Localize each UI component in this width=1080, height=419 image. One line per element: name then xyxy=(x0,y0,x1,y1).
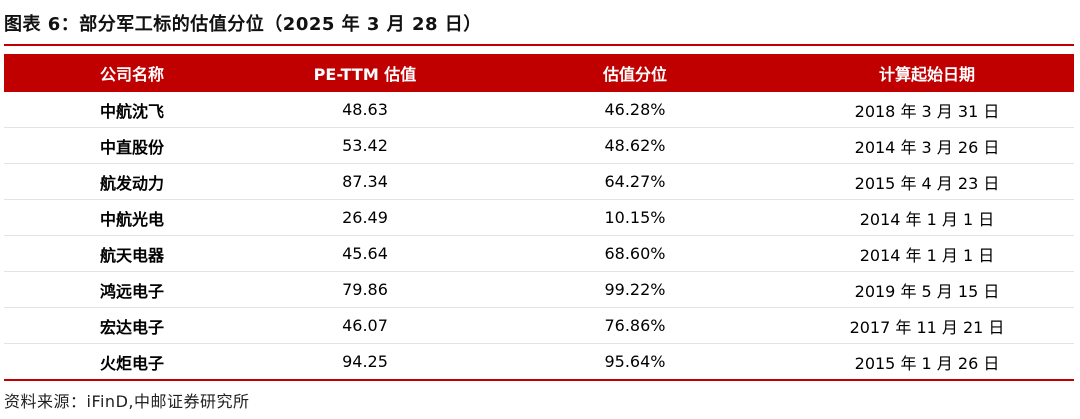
start-date: 2018 年 3 月 31 日 xyxy=(780,92,1074,128)
company-name: 宏达电子 xyxy=(4,307,240,344)
table-row: 中航光电 26.49 10.15% 2014 年 1 月 1 日 xyxy=(4,199,1074,236)
percentile-value: 10.15% xyxy=(490,199,780,236)
percentile-value: 76.86% xyxy=(490,307,780,344)
header-start-date: 计算起始日期 xyxy=(780,54,1074,92)
pe-ttm-value: 94.25 xyxy=(240,343,490,381)
start-date: 2019 年 5 月 15 日 xyxy=(780,271,1074,308)
table-row: 鸿远电子 79.86 99.22% 2019 年 5 月 15 日 xyxy=(4,271,1074,308)
start-date: 2015 年 4 月 23 日 xyxy=(780,163,1074,200)
table-header-row: 公司名称 PE-TTM 估值 估值分位 计算起始日期 xyxy=(4,54,1074,92)
table-row: 宏达电子 46.07 76.86% 2017 年 11 月 21 日 xyxy=(4,307,1074,344)
pe-ttm-value: 87.34 xyxy=(240,163,490,200)
pe-ttm-value: 45.64 xyxy=(240,235,490,272)
start-date: 2017 年 11 月 21 日 xyxy=(780,307,1074,344)
company-name: 中航光电 xyxy=(4,199,240,236)
figure-title: 图表 6：部分军工标的估值分位（2025 年 3 月 28 日） xyxy=(4,14,482,35)
percentile-value: 99.22% xyxy=(490,271,780,308)
title-divider xyxy=(4,44,1074,46)
table-row: 中直股份 53.42 48.62% 2014 年 3 月 26 日 xyxy=(4,127,1074,164)
company-name: 中直股份 xyxy=(4,127,240,164)
pe-ttm-value: 53.42 xyxy=(240,127,490,164)
pe-ttm-value: 79.86 xyxy=(240,271,490,308)
table-row: 航发动力 87.34 64.27% 2015 年 4 月 23 日 xyxy=(4,163,1074,200)
start-date: 2014 年 1 月 1 日 xyxy=(780,235,1074,272)
valuation-table: 公司名称 PE-TTM 估值 估值分位 计算起始日期 中航沈飞 48.63 46… xyxy=(4,54,1074,381)
table-row: 中航沈飞 48.63 46.28% 2018 年 3 月 31 日 xyxy=(4,92,1074,128)
company-name: 中航沈飞 xyxy=(4,92,240,128)
company-name: 鸿远电子 xyxy=(4,271,240,308)
start-date: 2014 年 3 月 26 日 xyxy=(780,127,1074,164)
start-date: 2015 年 1 月 26 日 xyxy=(780,343,1074,381)
table-row: 航天电器 45.64 68.60% 2014 年 1 月 1 日 xyxy=(4,235,1074,272)
company-name: 火炬电子 xyxy=(4,343,240,381)
table-row: 火炬电子 94.25 95.64% 2015 年 1 月 26 日 xyxy=(4,343,1074,381)
percentile-value: 64.27% xyxy=(490,163,780,200)
percentile-value: 68.60% xyxy=(490,235,780,272)
header-pe-ttm: PE-TTM 估值 xyxy=(240,54,490,92)
header-company: 公司名称 xyxy=(4,54,240,92)
header-percentile: 估值分位 xyxy=(490,54,780,92)
pe-ttm-value: 48.63 xyxy=(240,92,490,128)
percentile-value: 95.64% xyxy=(490,343,780,381)
percentile-value: 48.62% xyxy=(490,127,780,164)
start-date: 2014 年 1 月 1 日 xyxy=(780,199,1074,236)
company-name: 航天电器 xyxy=(4,235,240,272)
company-name: 航发动力 xyxy=(4,163,240,200)
percentile-value: 46.28% xyxy=(490,92,780,128)
source-note: 资料来源：iFinD,中邮证券研究所 xyxy=(4,392,250,411)
pe-ttm-value: 26.49 xyxy=(240,199,490,236)
pe-ttm-value: 46.07 xyxy=(240,307,490,344)
